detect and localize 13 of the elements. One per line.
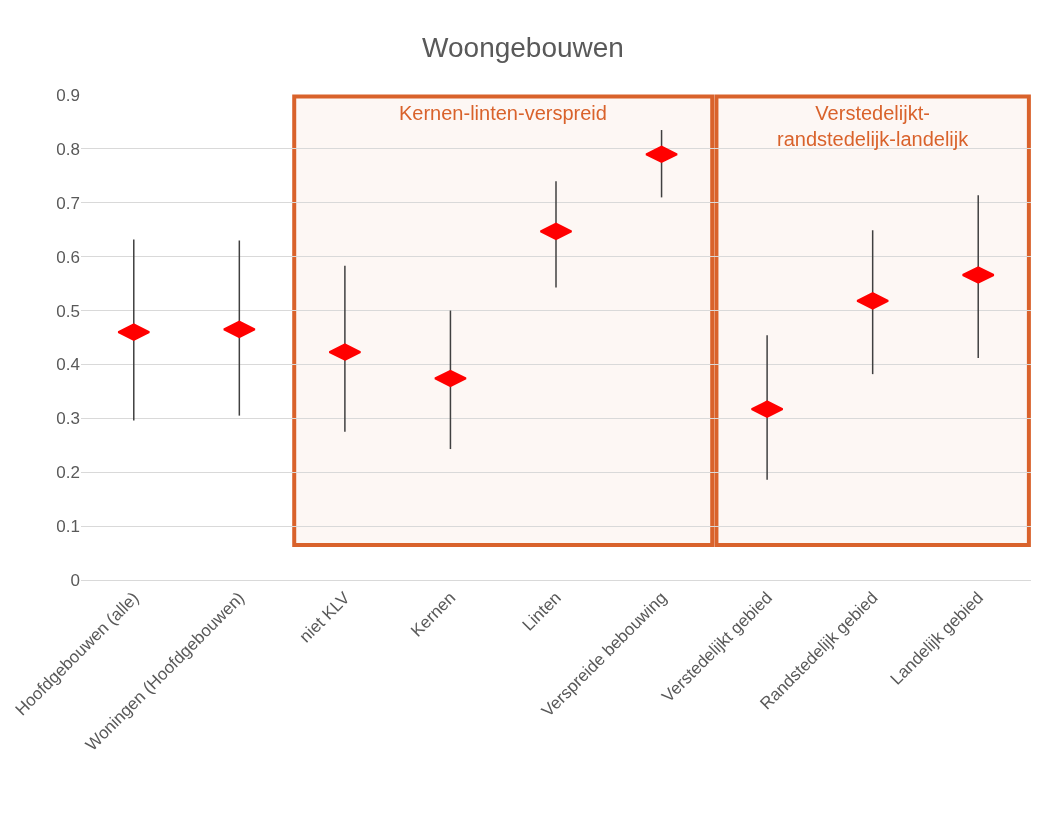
- y-tick-label: 0.5: [56, 301, 80, 321]
- band-label: Verstedelijkt-randstedelijk-landelijk: [777, 102, 970, 150]
- y-tick-label: 0: [70, 570, 80, 590]
- band-label: Kernen-linten-verspreid: [399, 102, 607, 124]
- y-tick-label: 0.2: [56, 463, 80, 483]
- y-tick-label: 0.9: [56, 85, 80, 105]
- y-tick-label: 0.4: [56, 355, 80, 375]
- chart-title: Woongebouwen: [422, 31, 624, 63]
- y-tick-label: 0.6: [56, 247, 80, 267]
- y-tick-label: 0.8: [56, 139, 80, 159]
- y-tick-label: 0.7: [56, 193, 80, 213]
- y-tick-label: 0.3: [56, 409, 80, 429]
- y-tick-label: 0.1: [56, 517, 80, 537]
